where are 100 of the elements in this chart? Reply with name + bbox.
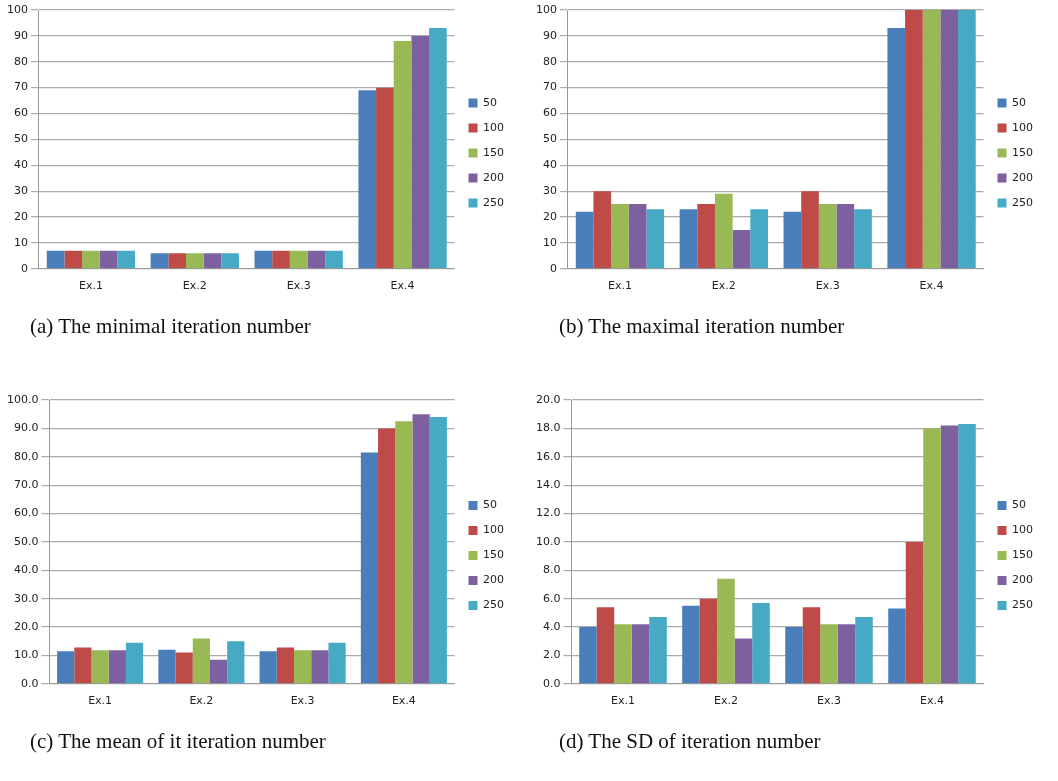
y-tick-label: 0 [21,261,28,275]
bar [289,250,308,269]
y-tick-label: 60 [14,106,28,120]
bar [679,209,698,269]
legend-label: 100 [483,120,504,134]
x-tick-label: Ex.1 [611,694,635,708]
legend-label: 100 [1012,120,1033,134]
x-tick-label: Ex.1 [88,694,113,708]
y-tick-label: 20 [543,209,557,223]
bar [714,193,733,269]
legend-label: 250 [483,598,504,612]
bar [783,211,802,269]
bar [360,452,379,684]
text: (c) The mean of it iteration number [30,729,327,754]
bar [614,624,632,684]
bar [611,204,629,269]
bar [631,624,650,684]
y-tick-label: 90.0 [13,421,39,435]
bar [923,428,941,684]
bar [276,647,295,684]
bar [393,41,412,269]
y-tick-label: 30 [543,184,557,198]
bar [732,229,751,269]
bar [307,250,326,269]
bar [272,250,290,269]
legend-label: 200 [1012,573,1033,587]
bar [203,253,222,269]
bar [940,425,959,684]
y-tick-label: 16.0 [535,449,561,463]
bar [168,253,186,269]
legend-label: 100 [483,523,504,537]
x-tick-label: Ex.2 [711,279,736,293]
bar [837,624,856,684]
bar [259,651,277,684]
y-tick-label: 100 [7,2,28,16]
bar [836,204,855,269]
bar [820,624,838,684]
bar [628,204,647,269]
legend-label: 100 [1012,523,1033,537]
legend-label: 200 [1012,170,1033,184]
bar [395,421,413,684]
y-tick-label: 20 [14,209,28,223]
legend-label: 50 [483,95,497,109]
bar [158,649,176,684]
y-tick-label: 40 [14,158,28,172]
legend-label: 250 [483,195,504,209]
bar [905,541,924,684]
bar [785,627,803,684]
text: (a) The minimal iteration number [30,314,312,339]
bar [596,607,615,684]
legend-label: 150 [1012,145,1033,159]
bar [209,659,228,684]
bar [99,250,118,269]
legend-label: 200 [483,170,504,184]
bar [429,28,447,269]
x-tick-label: Ex.1 [78,279,103,293]
bar [358,90,377,269]
legend-label: 150 [483,548,504,562]
x-tick-label: Ex.3 [290,694,315,708]
bar [378,428,396,684]
bar [649,617,667,684]
legend-label: 50 [1012,95,1026,109]
bar [175,652,193,684]
bar [328,642,346,684]
bar [958,10,976,269]
bar [888,608,906,684]
y-tick-label: 40.0 [13,563,39,577]
legend-label: 250 [1012,598,1033,612]
x-tick-label: Ex.2 [714,694,738,708]
x-tick-label: Ex.3 [817,694,841,708]
bar [64,250,83,269]
bar [801,191,819,269]
y-tick-label: 30.0 [13,591,39,605]
y-tick-label: 70 [14,80,28,94]
y-tick-label: 8.0 [542,563,561,577]
legend-label: 50 [1012,498,1026,512]
bar [958,424,976,684]
y-tick-label: 40 [543,158,557,172]
legend-label: 200 [483,573,504,587]
bar [818,204,837,269]
x-tick-label: Ex.2 [182,279,207,293]
bar [697,204,715,269]
bar [699,598,718,684]
bar [311,650,329,684]
y-tick-label: 90 [14,28,28,42]
x-tick-label: Ex.4 [390,279,415,293]
bar [91,650,109,684]
legend-label: 150 [1012,548,1033,562]
y-tick-label: 10.0 [535,534,561,548]
bar [646,209,665,269]
x-tick-label: Ex.3 [286,279,311,293]
y-tick-label: 4.0 [542,619,561,633]
text: (d) The SD of iteration number [559,729,822,754]
bar [185,253,204,269]
y-tick-label: 60.0 [13,506,39,520]
y-tick-label: 100.0 [6,392,39,406]
y-tick-label: 60 [543,106,557,120]
legend-label: 150 [483,145,504,159]
bar [855,617,873,684]
bar [411,35,430,269]
